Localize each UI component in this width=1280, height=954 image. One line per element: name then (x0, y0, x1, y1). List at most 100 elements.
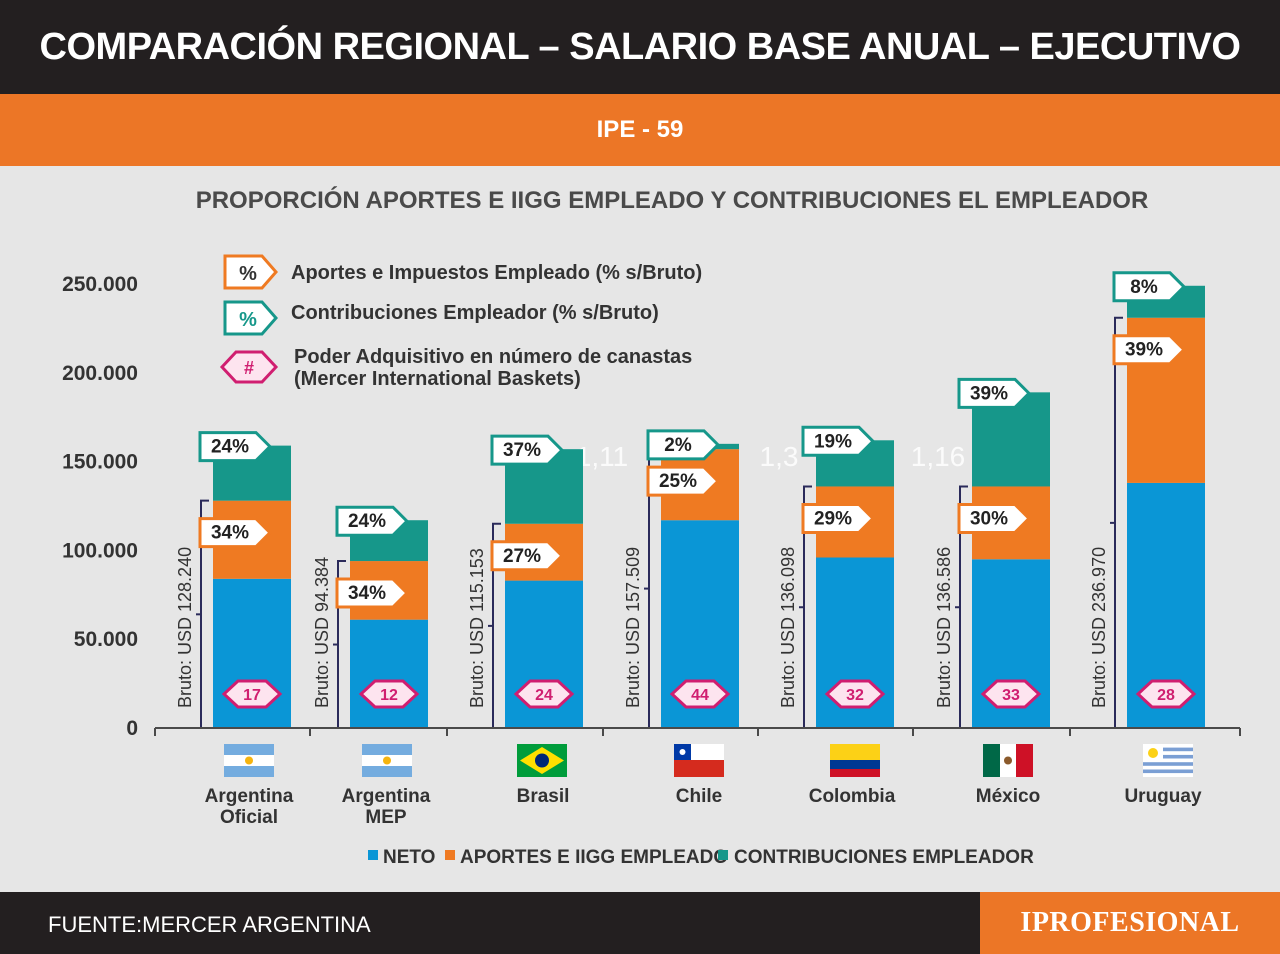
aportes-pct-label: 34% (211, 523, 249, 544)
bruto-label: Bruto: USD 94.384 (312, 557, 332, 708)
aportes-pct-label: 34% (348, 583, 386, 604)
category-label: México (976, 786, 1040, 807)
legend-item: CONTRIBUCIONES EMPLEADOR (734, 847, 1034, 868)
y-tick-label: 200.000 (62, 362, 138, 385)
aportes-tag-icon (223, 254, 278, 290)
bar-group: Bruto: USD 157.509 2% 25% 44 (623, 429, 739, 729)
flag-chile-icon (674, 744, 724, 777)
brand-logo: IPROFESIONAL (1020, 907, 1240, 938)
legend-key-canasta-line2: (Mercer International Baskets) (294, 368, 581, 390)
y-tick-label: 100.000 (62, 539, 138, 562)
contrib-pct-label: 8% (1130, 277, 1158, 298)
contrib-pct-label-tag (801, 425, 876, 457)
basket-count: 33 (1002, 687, 1020, 704)
aportes-pct-label: 27% (503, 546, 541, 567)
contrib-pct-label-tag (1112, 271, 1187, 303)
bar-neto (350, 619, 428, 728)
category-label: Colombia (809, 786, 896, 807)
contrib-pct-label: 39% (970, 383, 1008, 404)
basket-badge (669, 679, 731, 709)
chart-title: PROPORCIÓN APORTES E IIGG EMPLEADO Y CON… (196, 186, 1149, 214)
aportes-pct-label-tag (198, 517, 273, 549)
legend-swatch-neto (368, 850, 378, 860)
source-label: FUENTE:MERCER ARGENTINA (48, 912, 371, 937)
category-label: Argentina (205, 786, 294, 807)
aportes-pct-label-tag (646, 465, 721, 497)
faded-label: 1,11 (576, 441, 628, 472)
bar-group: Bruto: USD 236.970 8% 39% 28 (1089, 271, 1205, 729)
flag-argentina-oficial-icon (224, 744, 274, 777)
contrib-pct-label: 2% (664, 435, 692, 456)
y-tick-label: 250.000 (62, 273, 138, 296)
flag-uruguay-icon (1143, 744, 1193, 777)
aportes-pct-label: 39% (1125, 340, 1163, 361)
basket-badge-icon (219, 350, 279, 384)
basket-badge (824, 679, 886, 709)
footer-bar: FUENTE:MERCER ARGENTINA IPROFESIONAL (0, 892, 1280, 954)
bruto-label: Bruto: USD 128.240 (175, 547, 195, 708)
category-label: Argentina (342, 786, 431, 807)
y-axis: 0 50.000 100.000 150.000 200.000 250.000 (62, 273, 138, 740)
contrib-pct-label-tag (198, 431, 273, 463)
category-label: Oficial (220, 807, 278, 828)
contrib-pct-label: 37% (503, 440, 541, 461)
bruto-label: Bruto: USD 136.586 (934, 547, 954, 708)
legend-key-contrib-label: Contribuciones Empleador (% s/Bruto) (291, 302, 659, 324)
basket-badge (221, 679, 283, 709)
bar-group: Bruto: USD 128.240 24% 34% 17 (175, 431, 291, 729)
contrib-pct-label: 24% (348, 511, 386, 532)
category-label: Uruguay (1124, 786, 1202, 807)
subheader-label: IPE - 59 (596, 116, 684, 143)
subheader-bar: IPE - 59 (0, 94, 1280, 166)
legend-key-canasta-symbol: # (244, 358, 254, 378)
category-label: MEP (365, 807, 407, 828)
aportes-pct-label-tag (335, 577, 410, 609)
basket-badge (980, 679, 1042, 709)
basket-count: 17 (243, 687, 261, 704)
category-label: Brasil (517, 786, 570, 807)
basket-badge (1135, 679, 1197, 709)
flag-argentina-mep-icon (362, 744, 412, 777)
legend-key-aportes: % Aportes e Impuestos Empleado (% s/Brut… (223, 254, 702, 290)
contrib-pct-label-tag (490, 434, 565, 466)
basket-badge (513, 679, 575, 709)
contrib-pct-label-tag (957, 377, 1032, 409)
aportes-pct-label: 30% (970, 508, 1008, 529)
basket-count: 28 (1157, 687, 1175, 704)
contrib-pct-label: 19% (814, 431, 852, 452)
bar-group: Bruto: USD 136.586 39% 30% 33 (934, 377, 1050, 729)
header-bar: COMPARACIÓN REGIONAL – SALARIO BASE ANUA… (0, 0, 1280, 94)
y-tick-label: 150.000 (62, 451, 138, 474)
legend-key-contrib: % Contribuciones Empleador (% s/Bruto) (223, 300, 659, 336)
flag-brasil-icon (517, 744, 567, 777)
x-axis (154, 728, 1241, 736)
flag-colombia-icon (830, 744, 880, 777)
bruto-label: Bruto: USD 157.509 (623, 547, 643, 708)
legend-swatch-aportes (445, 850, 455, 860)
chart: PROPORCIÓN APORTES E IIGG EMPLEADO Y CON… (62, 186, 1241, 868)
faded-label: 1,16 (911, 441, 966, 472)
contrib-pct-label-tag (335, 505, 410, 537)
contrib-tag-icon (223, 300, 278, 336)
flag-mexico-icon (983, 744, 1033, 777)
aportes-pct-label: 25% (659, 471, 697, 492)
legend-key-canasta-line1: Poder Adquisitivo en número de canastas (294, 346, 692, 368)
aportes-pct-label-tag (1112, 334, 1187, 366)
chart-legend: NETO APORTES E IIGG EMPLEADO CONTRIBUCIO… (368, 847, 1034, 868)
legend-key-aportes-symbol: % (239, 263, 257, 285)
contrib-pct-label-tag (646, 429, 721, 461)
basket-count: 32 (846, 687, 864, 704)
bar-group: Bruto: USD 136.098 19% 29% 32 (778, 425, 894, 729)
faded-label: 1,3 (760, 441, 799, 472)
legend-item: NETO (383, 847, 435, 868)
page-title: COMPARACIÓN REGIONAL – SALARIO BASE ANUA… (39, 25, 1241, 68)
basket-count: 12 (380, 687, 398, 704)
legend-item: APORTES E IIGG EMPLEADO (460, 847, 728, 868)
basket-count: 24 (535, 687, 553, 704)
legend-key-contrib-symbol: % (239, 309, 257, 331)
legend-key-aportes-label: Aportes e Impuestos Empleado (% s/Bruto) (291, 262, 702, 284)
basket-count: 44 (691, 687, 709, 704)
bruto-label: Bruto: USD 115.153 (467, 548, 487, 708)
bar-group: Bruto: USD 94.384 24% 34% 12 (312, 505, 428, 729)
y-tick-label: 50.000 (74, 628, 138, 651)
